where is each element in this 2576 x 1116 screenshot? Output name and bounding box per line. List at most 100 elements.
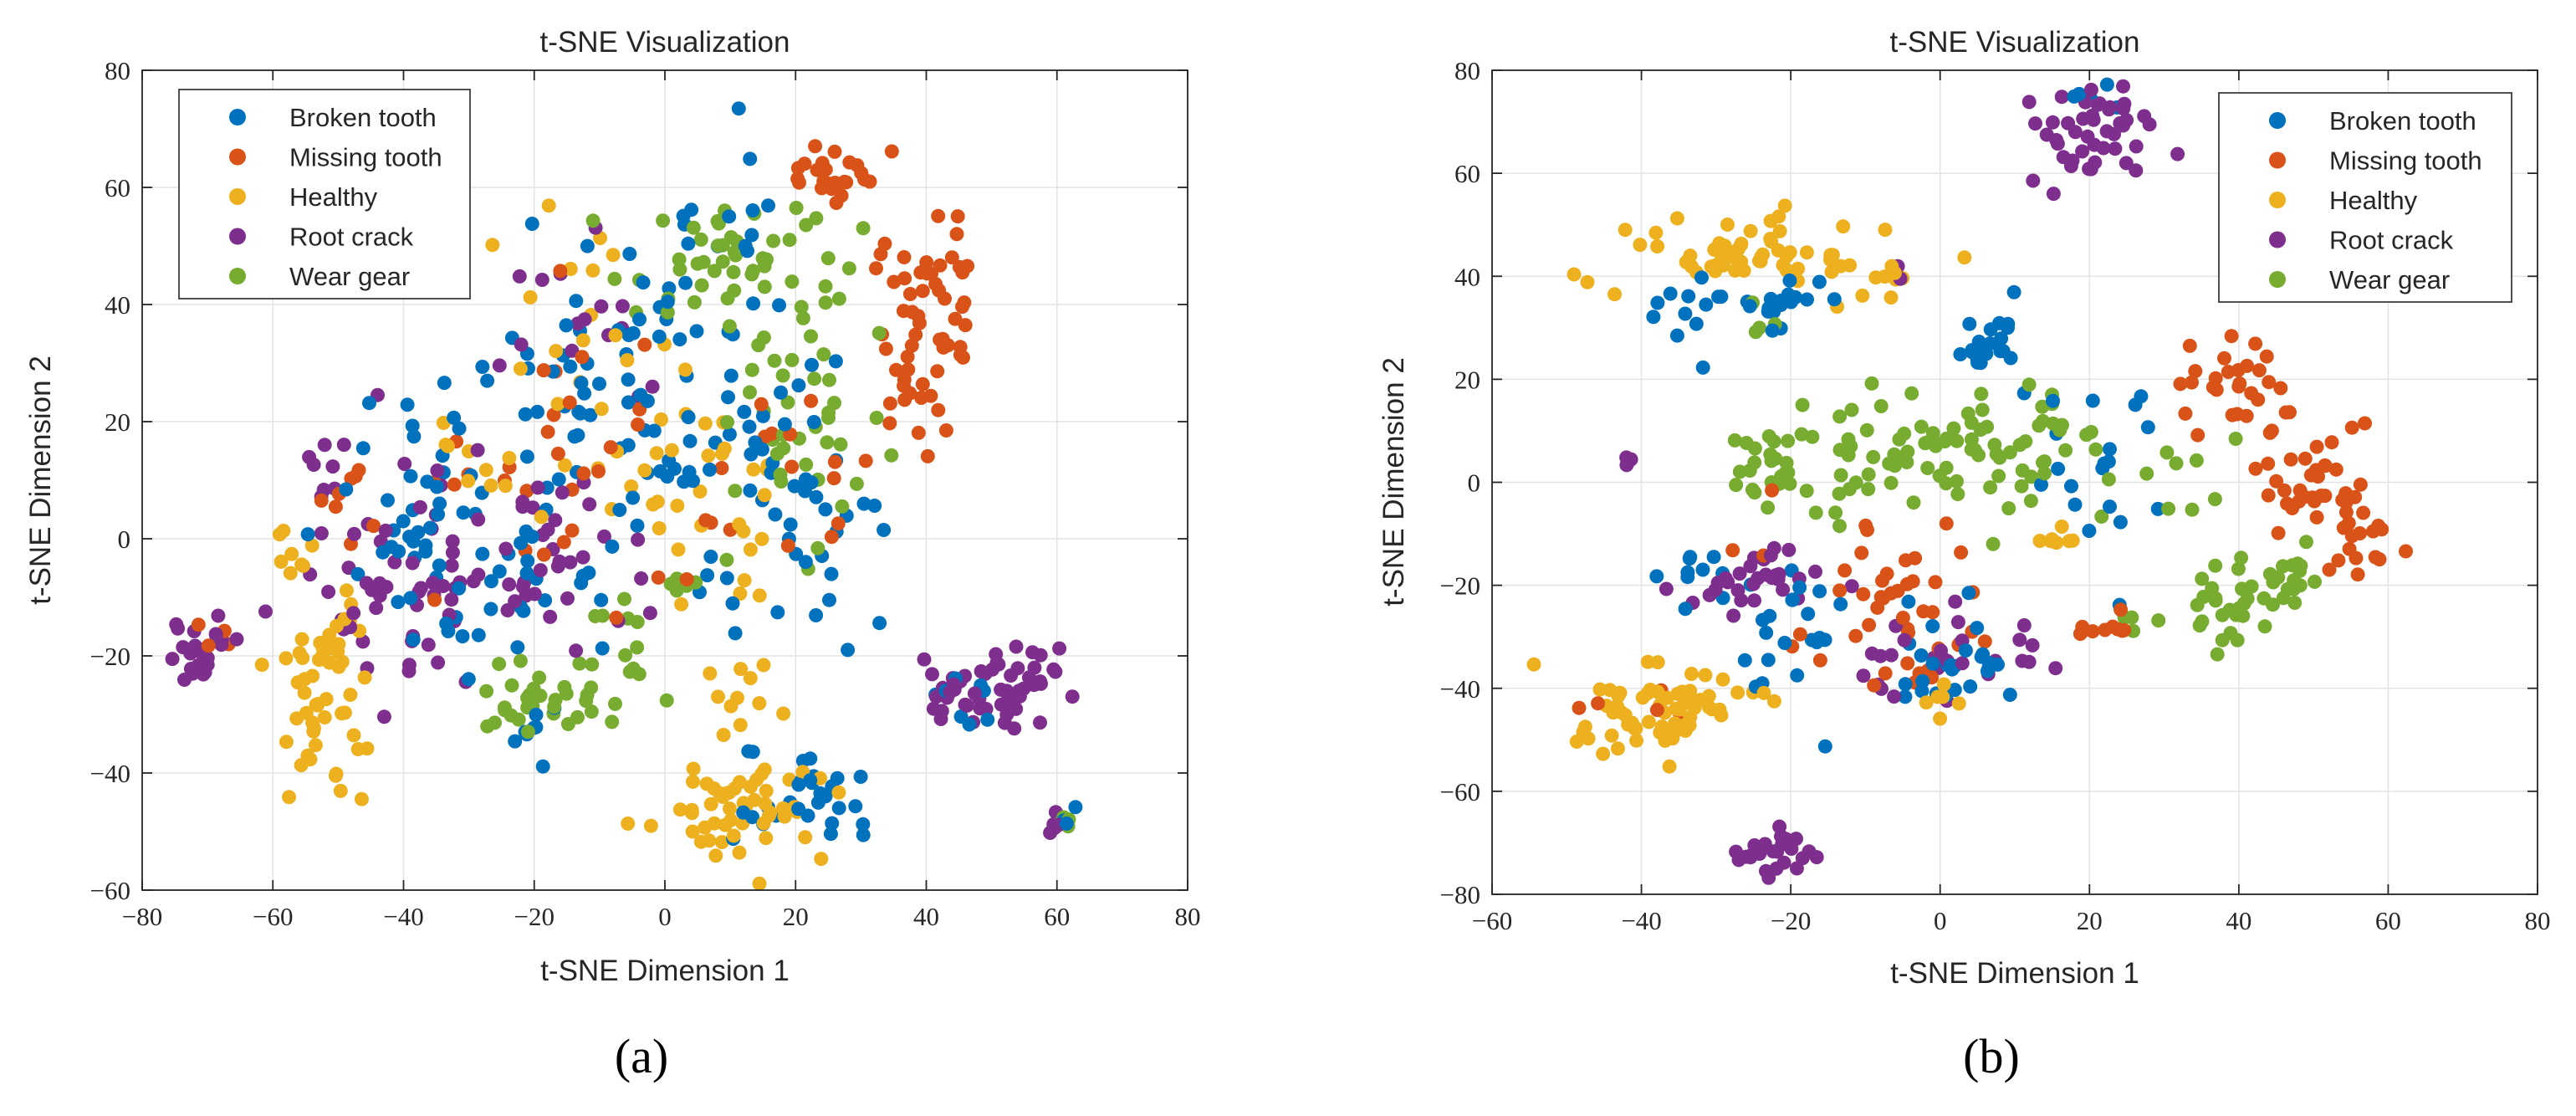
scatter-point-root-crack xyxy=(615,299,630,314)
scatter-point-broken-tooth xyxy=(1817,739,1832,754)
scatter-point-wear-gear xyxy=(720,415,734,430)
scatter-point-wear-gear xyxy=(585,213,601,228)
scatter-point-healthy xyxy=(360,741,375,756)
scatter-point-broken-tooth xyxy=(1669,328,1684,343)
scatter-point-wear-gear xyxy=(2231,561,2246,576)
scatter-point-wear-gear xyxy=(1727,433,1742,448)
scatter-point-missing-tooth xyxy=(603,440,618,455)
scatter-point-wear-gear xyxy=(630,640,645,655)
scatter-point-broken-tooth xyxy=(381,493,395,508)
scatter-point-broken-tooth xyxy=(508,734,523,749)
scatter-point-healthy xyxy=(283,566,298,581)
scatter-point-wear-gear xyxy=(694,278,709,293)
scatter-point-missing-tooth xyxy=(1878,666,1893,681)
scatter-point-broken-tooth xyxy=(492,564,507,579)
scatter-point-missing-tooth xyxy=(2251,363,2267,378)
scatter-point-missing-tooth xyxy=(2230,407,2245,422)
scatter-point-healthy xyxy=(727,781,742,796)
scatter-point-missing-tooth xyxy=(902,386,917,401)
scatter-point-broken-tooth xyxy=(686,474,700,489)
scatter-point-wear-gear xyxy=(1729,478,1744,493)
scatter-point-root-crack xyxy=(376,709,391,724)
scatter-point-root-crack xyxy=(1000,687,1015,702)
scatter-point-wear-gear xyxy=(1888,458,1902,474)
scatter-point-missing-tooth xyxy=(938,291,952,306)
scatter-point-healthy xyxy=(743,671,758,686)
scatter-point-broken-tooth xyxy=(672,332,687,347)
scatter-point-healthy xyxy=(652,521,667,535)
scatter-point-healthy xyxy=(733,718,748,733)
scatter-point-missing-tooth xyxy=(2283,452,2298,467)
scatter-point-broken-tooth xyxy=(1663,286,1678,301)
scatter-point-root-crack xyxy=(2056,150,2071,165)
scatter-point-broken-tooth xyxy=(2095,461,2110,476)
scatter-point-wear-gear xyxy=(687,294,702,310)
scatter-point-healthy xyxy=(1684,667,1699,681)
scatter-point-broken-tooth xyxy=(1680,570,1695,585)
scatter-point-missing-tooth xyxy=(2307,494,2322,509)
scatter-point-missing-tooth xyxy=(2231,379,2246,394)
scatter-point-root-crack xyxy=(444,558,459,573)
scatter-point-broken-tooth xyxy=(1958,643,1973,658)
scatter-point-wear-gear xyxy=(711,215,726,230)
scatter-point-missing-tooth xyxy=(1954,545,1969,560)
scatter-point-healthy xyxy=(534,509,549,525)
scatter-point-wear-gear xyxy=(2023,494,2038,509)
scatter-point-broken-tooth xyxy=(1925,619,1940,633)
scatter-point-wear-gear xyxy=(1799,484,1814,499)
scatter-point-missing-tooth xyxy=(955,299,969,315)
scatter-point-healthy xyxy=(1763,232,1778,246)
scatter-point-healthy xyxy=(671,542,686,557)
scatter-point-missing-tooth xyxy=(919,255,934,270)
scatter-point-wear-gear xyxy=(2014,479,2029,494)
scatter-point-missing-tooth xyxy=(950,209,965,224)
scatter-point-missing-tooth xyxy=(314,493,329,508)
scatter-point-missing-tooth xyxy=(2324,435,2339,450)
scatter-point-healthy xyxy=(1683,683,1698,699)
scatter-point-broken-tooth xyxy=(518,407,533,422)
scatter-point-wear-gear xyxy=(1864,376,1879,391)
scatter-point-wear-gear xyxy=(1992,450,2007,465)
scatter-point-root-crack xyxy=(169,617,184,632)
scatter-point-missing-tooth xyxy=(792,175,806,190)
scatter-point-healthy xyxy=(1933,711,1948,726)
scatter-point-missing-tooth xyxy=(818,162,833,177)
scatter-point-missing-tooth xyxy=(2309,439,2324,454)
scatter-point-broken-tooth xyxy=(406,632,421,648)
scatter-point-healthy xyxy=(759,783,774,798)
legend-box-a xyxy=(178,89,471,299)
scatter-point-wear-gear xyxy=(1761,500,1776,515)
scatter-point-broken-tooth xyxy=(1925,656,1940,671)
scatter-point-healthy xyxy=(1930,689,1945,704)
scatter-point-missing-tooth xyxy=(2365,524,2380,539)
scatter-point-wear-gear xyxy=(2244,579,2259,594)
scatter-point-broken-tooth xyxy=(1761,653,1776,668)
scatter-point-root-crack xyxy=(373,534,388,549)
scatter-point-missing-tooth xyxy=(897,250,912,264)
scatter-point-missing-tooth xyxy=(2350,567,2365,582)
scatter-point-healthy xyxy=(1701,689,1716,704)
scatter-point-root-crack xyxy=(1873,648,1888,663)
scatter-point-root-crack xyxy=(530,480,545,495)
scatter-point-healthy xyxy=(1717,238,1732,253)
scatter-point-wear-gear xyxy=(605,714,620,729)
scatter-point-broken-tooth xyxy=(432,496,447,511)
scatter-point-root-crack xyxy=(208,627,223,642)
scatter-point-healthy xyxy=(746,462,761,477)
scatter-point-wear-gear xyxy=(2139,466,2154,481)
scatter-point-healthy xyxy=(297,685,312,700)
scatter-point-broken-tooth xyxy=(570,427,585,443)
scatter-point-wear-gear xyxy=(755,251,770,266)
scatter-point-root-crack xyxy=(2012,632,2027,648)
scatter-point-healthy xyxy=(317,710,332,724)
scatter-point-root-crack xyxy=(642,606,657,621)
scatter-point-missing-tooth xyxy=(2208,371,2223,386)
scatter-point-wear-gear xyxy=(1920,461,1935,475)
scatter-point-root-crack xyxy=(372,588,387,603)
scatter-point-broken-tooth xyxy=(828,354,843,369)
scatter-point-wear-gear xyxy=(585,657,600,672)
scatter-point-root-crack xyxy=(1743,559,1758,574)
legend-a: Broken tooth Missing tooth Healthy Root cra… xyxy=(178,89,471,299)
scatter-point-broken-tooth xyxy=(703,462,717,477)
scatter-point-root-crack xyxy=(431,655,446,670)
